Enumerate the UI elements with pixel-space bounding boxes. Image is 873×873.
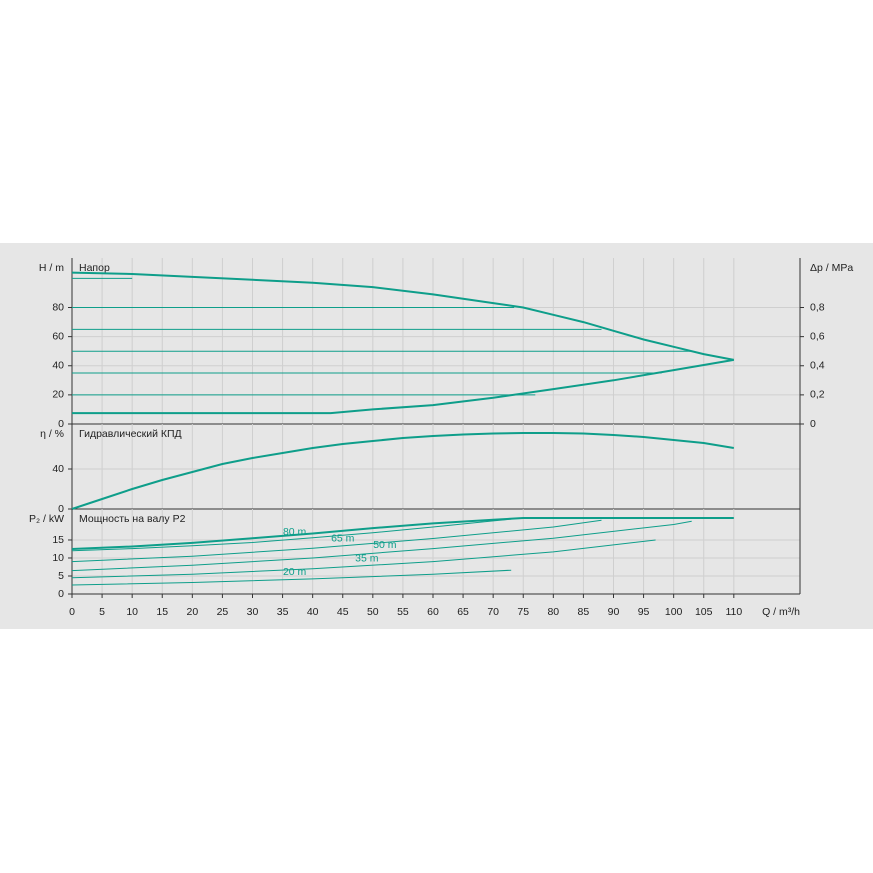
y-tick-label: 0 <box>58 588 64 600</box>
panel-title: Напор <box>79 262 110 274</box>
curve <box>71 271 734 361</box>
x-tick-label: 20 <box>186 606 198 618</box>
y2-tick-label: 0,8 <box>810 301 825 313</box>
y2-tick-label: 0 <box>810 418 816 430</box>
y-tick-label: 40 <box>52 463 64 475</box>
x-tick-label: 110 <box>725 606 742 618</box>
x-tick-label: 35 <box>277 606 289 618</box>
x-tick-label: 50 <box>367 606 379 618</box>
y2-tick-label: 0,2 <box>810 389 825 401</box>
y-axis-label: H / m <box>39 262 64 274</box>
y-tick-label: 40 <box>52 360 64 372</box>
y2-tick-label: 0,6 <box>810 330 825 342</box>
y-tick-label: 5 <box>58 570 64 582</box>
curve-label: 50 m <box>373 539 397 551</box>
y-tick-label: 0 <box>58 418 64 430</box>
x-tick-label: 60 <box>427 606 439 618</box>
curve-label: 20 m <box>283 566 307 578</box>
x-tick-label: 55 <box>397 606 409 618</box>
curve <box>71 519 602 563</box>
panel-title: Мощность на валу P2 <box>79 513 186 525</box>
y-tick-label: 0 <box>58 503 64 515</box>
curve <box>71 517 734 550</box>
x-tick-label: 95 <box>638 606 650 618</box>
x-tick-label: 30 <box>247 606 259 618</box>
x-tick-label: 65 <box>457 606 469 618</box>
curve <box>71 569 512 586</box>
curve-label: 35 m <box>355 552 379 564</box>
curve <box>71 518 512 552</box>
x-tick-label: 70 <box>487 606 499 618</box>
panel-title: Гидравлический КПД <box>79 428 182 440</box>
curve <box>71 520 692 572</box>
y-tick-label: 10 <box>52 552 64 564</box>
y-axis-label: η / % <box>40 428 64 440</box>
y-tick-label: 20 <box>52 389 64 401</box>
x-tick-label: 40 <box>307 606 319 618</box>
y-tick-label: 15 <box>52 534 64 546</box>
x-tick-label: 85 <box>578 606 590 618</box>
x-tick-label: 5 <box>99 606 105 618</box>
y-tick-label: 80 <box>52 301 64 313</box>
x-tick-label: 15 <box>156 606 168 618</box>
y-tick-label: 60 <box>52 330 64 342</box>
curve <box>71 539 656 579</box>
y2-axis-label: Δp / MPa <box>810 262 853 274</box>
x-tick-label: 0 <box>69 606 75 618</box>
x-tick-label: 105 <box>695 606 713 618</box>
x-tick-label: 25 <box>217 606 229 618</box>
y-axis-label: P₂ / kW <box>29 513 64 525</box>
x-tick-label: 75 <box>517 606 529 618</box>
x-tick-label: 10 <box>126 606 138 618</box>
x-axis-label: Q / m³/h <box>762 606 800 618</box>
x-tick-label: 45 <box>337 606 349 618</box>
x-tick-label: 80 <box>547 606 559 618</box>
curve <box>71 432 734 510</box>
x-tick-label: 100 <box>665 606 683 618</box>
curve-label: 65 m <box>331 533 355 545</box>
y2-tick-label: 0,4 <box>810 360 825 372</box>
curve-label: 80 m <box>283 526 307 538</box>
x-tick-label: 90 <box>608 606 620 618</box>
